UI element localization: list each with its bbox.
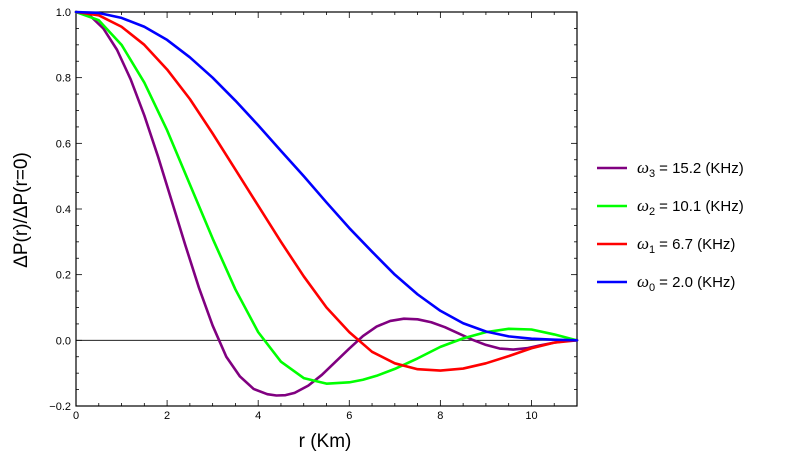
legend-label: ω2 = 10.1 (KHz) — [637, 196, 744, 218]
x-tick-label: 6 — [346, 410, 352, 422]
legend-label: ω0 = 2.0 (KHz) — [637, 272, 735, 294]
plot-border — [75, 11, 578, 407]
series-lines — [74, 10, 579, 397]
y-tick-label: −0.2 — [49, 401, 71, 413]
y-tick-label: 0.4 — [56, 204, 71, 216]
legend-label: ω1 = 6.7 (KHz) — [637, 234, 735, 256]
legend: ω3 = 15.2 (KHz) ω2 = 10.1 (KHz) ω1 = 6.7 (KHz… — [597, 158, 744, 294]
y-tick-label: 1.0 — [56, 7, 71, 19]
x-tick-label: 4 — [255, 410, 261, 422]
series-line — [74, 10, 579, 372]
series-line — [74, 10, 579, 385]
y-tick-label: 0.0 — [56, 335, 71, 347]
x-tick-label: 2 — [164, 410, 170, 422]
plot-frame — [75, 11, 578, 407]
x-tick-label: 0 — [73, 410, 79, 422]
x-tick-label: 10 — [525, 410, 537, 422]
legend-label: ω3 = 15.2 (KHz) — [637, 158, 744, 180]
series-line — [74, 10, 579, 342]
x-axis-title: r (Km) — [299, 431, 352, 452]
y-tick-label: 0.2 — [56, 270, 71, 282]
series-line — [74, 10, 579, 397]
tick-labels: 0 2 4 6 8 10 −0.2 0.0 0.2 0.4 0.6 0.8 1.0 — [49, 7, 537, 422]
y-axis-title: ΔP(r)/ΔP(r=0) — [11, 152, 32, 268]
y-tick-label: 0.8 — [56, 73, 71, 85]
axis-ticks — [75, 11, 578, 407]
x-tick-label: 8 — [437, 410, 443, 422]
y-tick-label: 0.6 — [56, 138, 71, 150]
